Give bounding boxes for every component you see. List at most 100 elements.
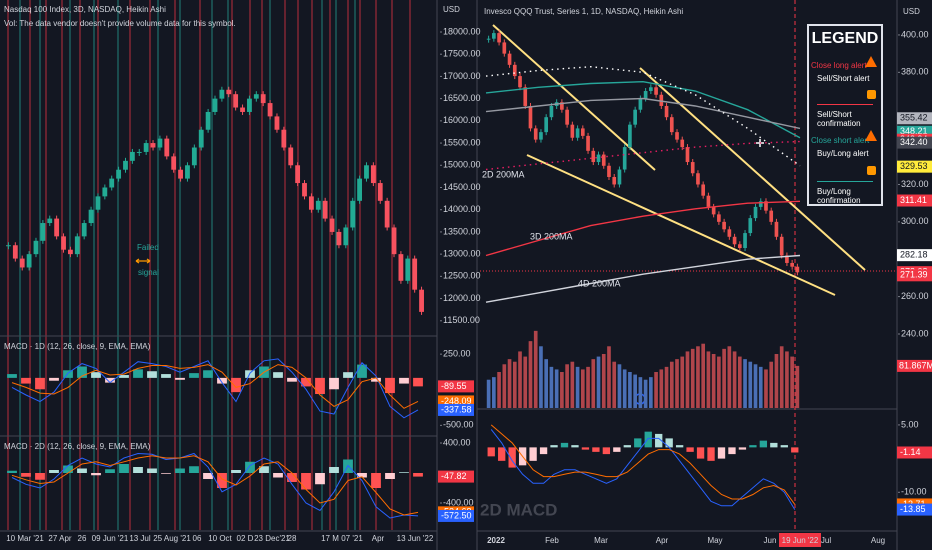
y-tick-label: 13000.00 xyxy=(443,249,481,259)
histogram-bar xyxy=(119,464,129,473)
legend-title: LEGEND xyxy=(811,30,879,47)
volume-bar xyxy=(497,372,501,408)
histogram-bar xyxy=(529,447,537,461)
panel: 81.867M xyxy=(486,330,932,408)
candle xyxy=(191,147,197,166)
histogram-bar xyxy=(634,438,642,448)
histogram-bar xyxy=(175,377,185,380)
volume-bar xyxy=(785,351,789,408)
histogram-bar xyxy=(133,369,143,378)
price-tag xyxy=(897,359,932,372)
candle xyxy=(419,289,424,312)
candle xyxy=(157,138,163,148)
histogram-bar xyxy=(21,473,31,477)
price-tag xyxy=(897,125,932,138)
candle xyxy=(785,255,789,263)
histogram-bar xyxy=(696,447,705,459)
price-tag xyxy=(897,194,932,207)
y-tick-label: 16500.00 xyxy=(443,93,481,103)
candle xyxy=(737,244,742,249)
legend-line xyxy=(817,181,873,182)
price-tag-label: 342.40 xyxy=(900,137,928,147)
volume-bar xyxy=(549,366,554,408)
histogram-bar xyxy=(35,377,45,390)
price-tag-label: -1.14 xyxy=(900,447,921,457)
volume-bar xyxy=(486,379,491,408)
histogram-bar xyxy=(749,445,757,448)
volume-bar xyxy=(628,372,632,408)
volume-bar xyxy=(659,369,664,408)
candle xyxy=(329,218,335,232)
histogram-bar xyxy=(91,372,101,378)
histogram-bar xyxy=(91,473,101,476)
candle xyxy=(150,143,156,148)
x-tick-label: May xyxy=(707,536,722,545)
x-tick-label: 23 Dec'21 xyxy=(254,534,290,543)
x-tick-label: Feb xyxy=(545,536,559,545)
volume-bar xyxy=(612,361,617,408)
candle xyxy=(512,64,517,77)
panel: 18000.00 17500.00 17000.00 16500.00 16000.00… xyxy=(4,5,481,543)
y-tick-label: 250.00 xyxy=(443,349,471,359)
volume-bar xyxy=(601,354,606,408)
candle xyxy=(40,223,46,241)
histogram-bar xyxy=(203,370,213,378)
candle xyxy=(617,169,622,185)
candle xyxy=(774,221,779,237)
volume-bar xyxy=(591,359,596,408)
candle xyxy=(690,162,695,174)
volume-bar xyxy=(790,356,794,408)
price-tag-label: -248.09 xyxy=(441,396,472,406)
histogram-bar xyxy=(189,466,199,473)
y-tick-label: 17000.00 xyxy=(443,71,481,81)
histogram-bar xyxy=(49,377,59,381)
histogram-bar xyxy=(231,470,241,473)
histogram-bar xyxy=(245,461,255,473)
candle xyxy=(391,227,397,255)
histogram-bar xyxy=(315,377,325,395)
candle xyxy=(706,195,711,207)
x-tick-label: Jul xyxy=(821,536,831,545)
axis-unit: USD xyxy=(903,7,920,16)
candle xyxy=(54,218,60,237)
y-tick-label: 5.00 xyxy=(901,419,919,429)
candle xyxy=(565,109,569,125)
histogram-bar xyxy=(329,467,339,473)
volume-bar xyxy=(748,361,753,408)
volume-bar xyxy=(743,359,747,408)
trendline xyxy=(639,67,866,271)
histogram-bar xyxy=(329,377,339,390)
candle xyxy=(533,128,538,140)
histogram-bar xyxy=(63,465,73,473)
arrow xyxy=(135,258,151,264)
volume-bar xyxy=(737,356,742,408)
candle xyxy=(638,98,643,110)
x-tick-label: 26 xyxy=(78,534,87,543)
candle xyxy=(136,151,142,153)
moving-average xyxy=(485,200,801,257)
candle xyxy=(649,87,653,92)
y-tick-label: 18000.00 xyxy=(443,26,481,36)
legend-item: Close short alert xyxy=(811,136,870,145)
candle xyxy=(384,200,390,228)
volume-bar xyxy=(596,356,601,408)
candle xyxy=(350,200,356,228)
y-tick-label: 12500.00 xyxy=(443,271,481,281)
moving-average xyxy=(485,254,801,303)
chart-title: Nasdaq 100 Index, 3D, NASDAQ, Heikin Ash… xyxy=(4,5,166,14)
price-tag-label: 81.867M xyxy=(899,360,932,370)
histogram-bar xyxy=(203,473,213,479)
volume-bar xyxy=(701,343,706,408)
candle xyxy=(570,124,575,138)
candle xyxy=(643,91,648,99)
histogram-bar xyxy=(357,364,367,378)
histogram-bar xyxy=(675,445,684,448)
alert-icon xyxy=(865,56,877,67)
candle xyxy=(492,33,496,39)
price-tag xyxy=(897,503,932,516)
candle xyxy=(502,42,507,54)
candle xyxy=(377,183,383,201)
histogram-bar xyxy=(217,377,227,384)
volume-bar xyxy=(533,330,538,408)
volume-bar xyxy=(575,366,580,408)
